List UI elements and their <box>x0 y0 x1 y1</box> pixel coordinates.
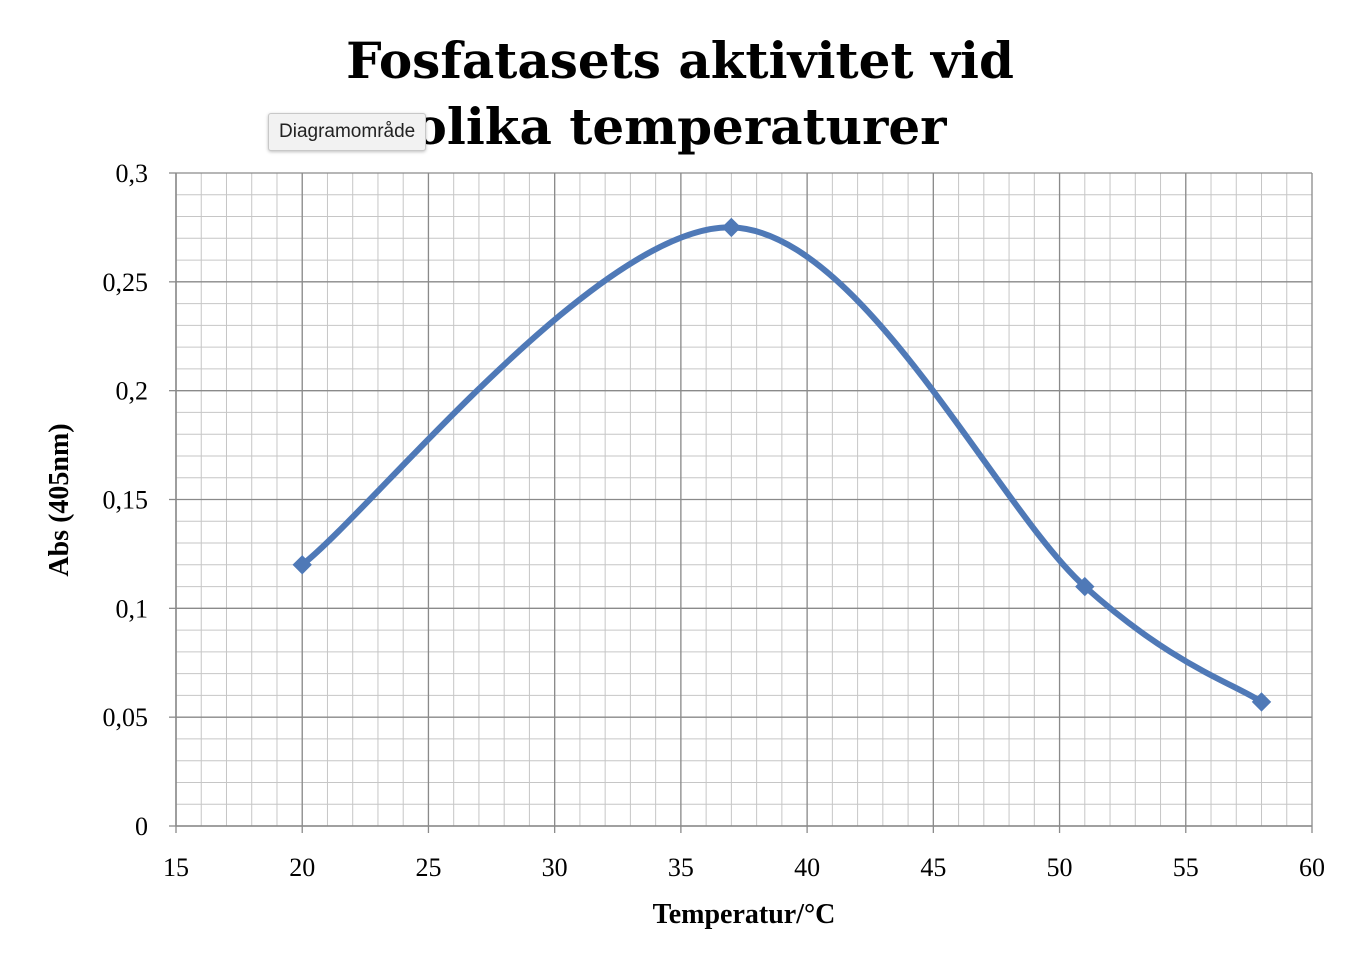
x-tick-label: 35 <box>668 853 694 882</box>
x-tick-label: 50 <box>1047 853 1073 882</box>
data-point-marker[interactable] <box>1075 576 1095 597</box>
x-tick-label: 45 <box>920 853 946 882</box>
x-tick-label: 20 <box>289 853 315 882</box>
y-tick-label: 0,2 <box>116 377 149 406</box>
x-tick-label: 15 <box>163 853 189 882</box>
data-point-marker[interactable] <box>292 555 312 575</box>
data-point-marker[interactable] <box>721 217 742 238</box>
series-line[interactable] <box>299 224 1265 705</box>
x-tick-label: 40 <box>794 853 820 882</box>
series-layer <box>292 217 1272 712</box>
axes <box>169 172 1313 833</box>
y-tick-label: 0,15 <box>103 486 149 515</box>
data-point-marker[interactable] <box>1251 692 1272 712</box>
chart-area-tooltip: Diagramområde <box>268 113 427 151</box>
x-tick-label: 55 <box>1173 853 1199 882</box>
y-axis-title: Abs (405nm) <box>44 423 75 576</box>
y-tick-labels: 0 0,05 0,1 0,15 0,2 0,25 0,3 <box>103 159 149 841</box>
y-tick-label: 0,1 <box>116 594 149 623</box>
x-axis-title: Temperatur/°C <box>653 899 836 930</box>
x-tick-labels: 15 20 25 30 35 40 45 50 55 60 <box>163 853 1325 882</box>
y-tick-label: 0,05 <box>103 703 149 732</box>
x-tick-label: 25 <box>415 853 441 882</box>
x-tick-label: 30 <box>542 853 568 882</box>
chart-title: Fosfatasets aktivitet vid olika temperat… <box>346 31 1014 156</box>
x-tick-label: 60 <box>1299 853 1325 882</box>
grid-major <box>175 172 1313 827</box>
y-tick-label: 0 <box>135 812 148 841</box>
y-tick-label: 0,25 <box>103 268 149 297</box>
y-tick-label: 0,3 <box>116 159 149 188</box>
